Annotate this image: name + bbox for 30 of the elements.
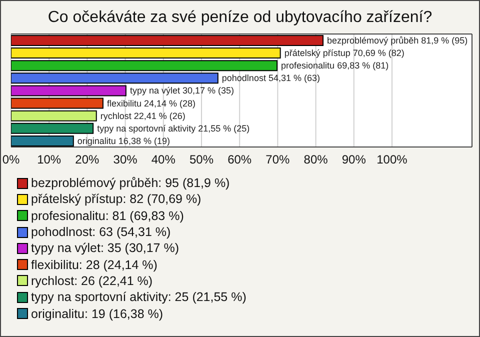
data-label: rychlost 22,41 % (26) [100,110,186,121]
legend-label: flexibilitu: 28 (24,14 %) [31,258,158,272]
x-tick-label: 90% [342,152,366,167]
legend-label: pohodlnost: 63 (54,31 %) [31,225,171,240]
x-tick-label: 70% [266,152,290,167]
legend-label: profesionalitu: 81 (69,83 %) [31,208,184,223]
legend-label: rychlost: 26 (22,41 %) [31,274,153,288]
data-label: flexibilitu 24,14 % (28) [106,98,196,108]
x-tick-label: 30% [113,152,138,167]
legend-label: originalitu: 19 (16,38 %) [31,306,164,321]
data-label: typy na sportovní aktivity 21,55 % (25) [97,123,250,134]
x-tick-label: 60% [228,152,252,167]
data-label: přátelský přístup 70,69 % (82) [284,48,404,58]
x-tick-label: 0% [2,152,20,167]
legend-label: bezproblémový průběh: 95 (81,9 %) [31,176,230,190]
x-tick-label: 80% [304,152,328,167]
data-label: profesionalitu 69,83 % (81) [281,60,389,71]
x-tick-label: 10% [37,152,62,167]
data-label: pohodlnost 54,31 % (63) [222,73,320,84]
legend-label: typy na výlet: 35 (30,17 %) [31,241,179,256]
x-tick-label: 100% [376,152,408,167]
x-tick-label: 20% [75,152,100,167]
legend-label: typy na sportovní aktivity: 25 (21,55 %) [31,290,246,304]
x-tick-label: 50% [189,152,214,167]
data-label: typy na výlet 30,17 % (35) [130,86,234,96]
data-label: bezproblémový průběh 81,9 % (95) [327,36,468,46]
legend-label: přátelský přístup: 82 (70,69 %) [31,192,202,206]
x-tick-label: 40% [151,152,176,167]
data-label: originalitu 16,38 % (19) [77,136,170,146]
chart-title: Co očekáváte za své peníze od ubytovacího zařízení? [46,9,434,28]
